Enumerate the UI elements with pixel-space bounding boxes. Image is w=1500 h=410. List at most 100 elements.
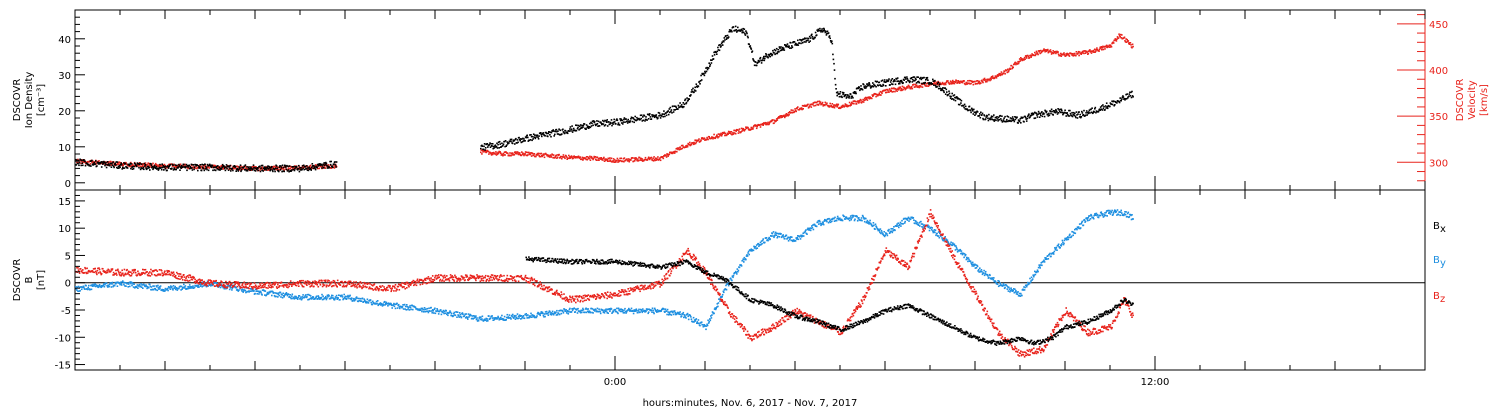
series-by-point	[883, 235, 886, 238]
series-density-point	[512, 140, 514, 142]
series-by-point	[719, 300, 721, 302]
series-velocity-point	[632, 160, 635, 163]
series-density-point	[649, 113, 651, 115]
series-by-point	[173, 287, 176, 289]
series-velocity-point	[711, 136, 714, 139]
series-by-point	[890, 228, 892, 230]
series-density-point	[232, 169, 234, 172]
series-density-point	[484, 149, 486, 151]
series-density-point	[995, 119, 997, 122]
series-velocity-point	[939, 81, 941, 84]
series-density-point	[732, 26, 735, 28]
series-by-point	[403, 303, 406, 306]
series-density-point	[497, 143, 499, 146]
series-velocity-point	[762, 124, 764, 126]
series-by-point	[703, 324, 706, 326]
series-velocity-point	[983, 79, 985, 81]
series-density-point	[944, 87, 946, 89]
series-velocity-point	[481, 153, 483, 155]
series-density-point	[651, 114, 653, 116]
series-by-point	[698, 322, 700, 325]
series-density-point	[642, 116, 644, 118]
series-by-point	[396, 307, 399, 309]
series-density-point	[516, 139, 519, 141]
series-by-point	[609, 310, 611, 312]
series-by-point	[440, 313, 443, 316]
series-by-point	[916, 221, 918, 224]
series-by-point	[404, 305, 407, 308]
series-density-point	[130, 163, 133, 165]
series-velocity-point	[778, 117, 781, 119]
series-by-point	[558, 310, 560, 312]
series-by-point	[623, 309, 625, 312]
series-density-point	[1013, 119, 1015, 121]
series-density-point	[602, 123, 605, 125]
series-by-point	[806, 228, 809, 231]
series-by-point	[328, 295, 330, 297]
series-velocity-point	[1103, 45, 1106, 48]
series-by-point	[153, 285, 155, 287]
series-density-point	[745, 30, 747, 32]
series-velocity-point	[686, 144, 688, 147]
series-density-point	[832, 53, 834, 56]
series-by-point	[628, 307, 630, 310]
series-density-point	[641, 120, 644, 122]
series-velocity-point	[1018, 58, 1021, 60]
series-density-point	[557, 133, 560, 135]
series-velocity-point	[903, 87, 906, 89]
series-velocity-point	[1132, 45, 1134, 48]
series-density-point	[221, 163, 224, 166]
series-density-point	[709, 63, 712, 66]
series-density-point	[757, 59, 760, 62]
series-by-point	[770, 235, 773, 237]
series-by-point	[822, 223, 825, 226]
series-density-point	[240, 169, 243, 171]
series-by-point	[410, 308, 412, 311]
series-density-point	[1017, 122, 1019, 124]
series-by-point	[752, 249, 755, 252]
series-by-point	[390, 303, 392, 305]
series-density-point	[225, 166, 227, 168]
series-by-point	[306, 293, 309, 296]
series-velocity-point	[652, 157, 654, 160]
series-velocity-point	[1010, 64, 1013, 67]
series-by-point	[205, 284, 207, 287]
series-by-point	[337, 297, 339, 299]
series-velocity-point	[881, 92, 883, 95]
series-by-point	[145, 284, 147, 286]
series-by-point	[294, 297, 297, 299]
series-density-point	[1043, 115, 1046, 118]
series-by-point	[711, 314, 713, 316]
series-by-point	[127, 286, 129, 288]
series-density-point	[760, 59, 762, 62]
series-velocity-point	[511, 154, 513, 156]
series-density-point	[94, 163, 96, 165]
series-density-point	[867, 83, 869, 85]
series-velocity-point	[524, 152, 526, 155]
series-density-point	[481, 145, 484, 147]
series-density-point	[823, 28, 825, 30]
series-by-point	[791, 236, 793, 238]
series-by-point	[883, 231, 885, 233]
series-density-point	[706, 66, 708, 69]
series-density-point	[787, 45, 789, 47]
series-velocity-point	[907, 87, 909, 89]
series-density-point	[238, 168, 240, 170]
series-by-point	[599, 312, 602, 315]
series-by-point	[130, 281, 133, 283]
series-density-point	[604, 124, 607, 126]
series-velocity-point	[786, 114, 788, 117]
series-density-point	[480, 147, 482, 150]
series-density-point	[880, 85, 882, 87]
series-velocity-point	[613, 159, 616, 161]
series-by-point	[121, 281, 123, 283]
series-by-point	[750, 248, 753, 250]
series-density-point	[549, 131, 552, 134]
series-density-point	[667, 113, 670, 116]
series-density-point	[671, 112, 673, 114]
series-density-point	[555, 128, 558, 131]
series-velocity-point	[587, 157, 590, 160]
series-velocity-point	[656, 157, 658, 160]
series-density-point	[575, 124, 577, 126]
